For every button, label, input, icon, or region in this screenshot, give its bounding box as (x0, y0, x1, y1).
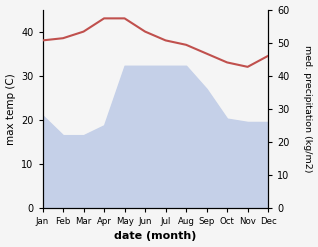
X-axis label: date (month): date (month) (114, 231, 197, 242)
Y-axis label: med. precipitation (kg/m2): med. precipitation (kg/m2) (303, 45, 313, 172)
Y-axis label: max temp (C): max temp (C) (5, 73, 16, 144)
